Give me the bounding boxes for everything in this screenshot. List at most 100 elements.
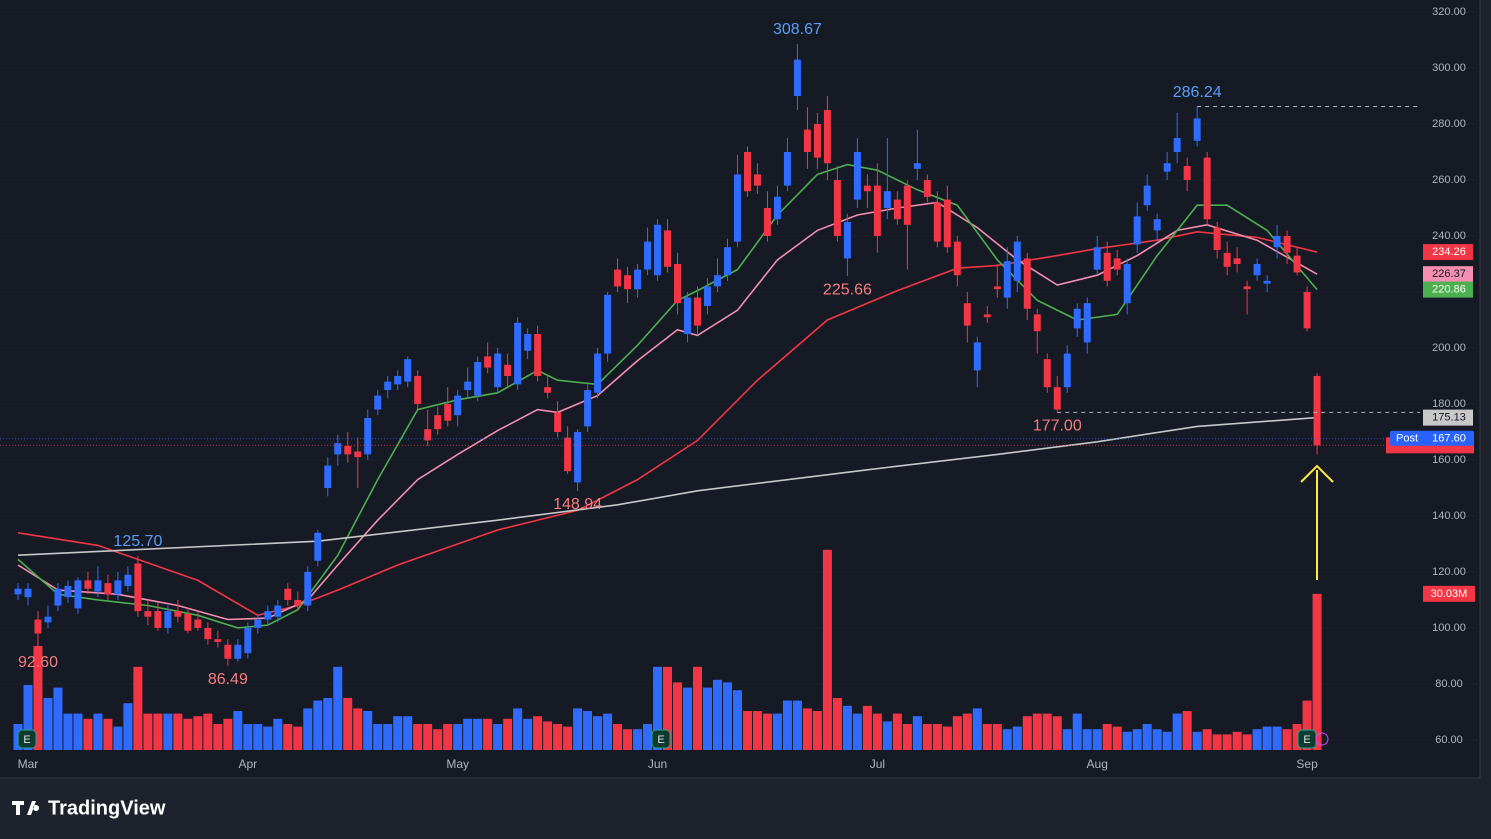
candle-body [1043,359,1051,388]
volume-bar [1122,731,1132,750]
volume-bar [33,646,43,750]
volume-bar [333,666,343,750]
volume-bar [123,703,133,750]
yellow-arrow [1300,464,1334,580]
candle-body [164,611,172,628]
candle-body [704,286,712,306]
y-tick-label: 100.00 [1432,622,1466,634]
volume-bar [832,698,842,750]
earnings-icon[interactable] [651,729,671,749]
candle-body [793,59,801,97]
candle-body [1293,255,1301,273]
candle-body [504,364,512,376]
extreme-label: 125.70 [113,533,162,550]
volume-bar [852,713,862,750]
volume-bar [663,666,673,750]
extreme-label: 148.94 [553,496,602,513]
candle-body [1003,261,1011,298]
volume-bar [1182,711,1192,750]
candle-body [1013,241,1021,281]
x-tick-label: Sep [1296,757,1318,771]
candle-body [184,613,192,631]
ma-label: 226.37 [1432,268,1466,280]
volume-bar [1222,734,1232,750]
candle-body [933,202,941,242]
volume-bar [862,705,872,750]
volume-bar [1192,731,1202,750]
volume-bar [233,711,243,750]
candle-body [64,585,72,598]
candle-body [694,297,702,326]
candle-body [264,611,272,620]
volume-bar [533,716,543,750]
post-price-tag: Post [1396,433,1418,445]
candle-body [1143,185,1151,206]
ma-label-box [1423,409,1473,426]
candle-body [554,412,562,432]
volume-bar [463,718,473,750]
volume-bar [732,690,742,750]
volume-bar [1022,716,1032,750]
volume-bar [483,718,493,750]
candle-body [1153,219,1161,231]
volume-bar [133,666,143,750]
candle-body [684,297,692,334]
volume-bar [273,718,283,750]
extreme-label: 225.66 [823,281,872,298]
volume-bar [223,718,233,750]
volume-bar [1092,729,1102,750]
candle-body [1123,263,1131,304]
volume-bar [363,711,373,750]
candle-body [374,395,382,410]
candle-body [833,180,841,237]
volume-bar [153,713,163,750]
volume-bar [1042,713,1052,750]
annotations: 308.67 286.24 125.70 225.66 148.94 177.00 92.6… [0,21,1420,688]
candle-body [344,445,352,455]
candle-body [1183,166,1191,181]
ma-label: 220.86 [1432,283,1466,295]
volume-bar [1152,729,1162,750]
candle-body [743,152,751,192]
volume-bar [712,679,722,750]
candle-body [34,619,42,634]
candle-body [674,263,682,304]
candle-body [1083,303,1091,343]
x-tick-label: Aug [1087,757,1108,771]
candle-body [654,224,662,276]
volume-bar [722,682,732,750]
candle-body [54,588,62,606]
candle-body [414,375,422,404]
volume-bar [812,711,822,750]
event-icon[interactable] [1315,732,1329,746]
volume-bar [842,705,852,750]
volume-bar [703,687,713,750]
candle-body [873,185,881,237]
volume-bar [1302,700,1312,750]
volume-bar [353,708,363,750]
volume-bar [393,716,403,750]
candle-body [254,619,262,628]
candle-body [144,611,152,617]
x-tick-label: Apr [238,757,257,771]
candle-body [1103,252,1111,281]
volume-bar [1252,729,1262,750]
volume-bar [962,713,972,750]
candle-body [1313,375,1321,446]
candle-body [783,152,791,186]
x-tick-label: Jun [648,757,667,771]
volume-bar [653,666,663,750]
volume-bar [1142,724,1152,750]
volume-bar [882,721,892,750]
volume-bar [43,698,53,750]
volume-bar [413,724,423,750]
volume-bar [293,726,303,750]
volume-bar [423,724,433,750]
volume-bar [1172,713,1182,750]
brand-name: TradingView [48,797,166,819]
earnings-icon[interactable] [17,729,37,749]
extreme-label: 86.49 [208,671,248,688]
volume-bar [263,726,273,750]
candle-body [24,588,32,598]
